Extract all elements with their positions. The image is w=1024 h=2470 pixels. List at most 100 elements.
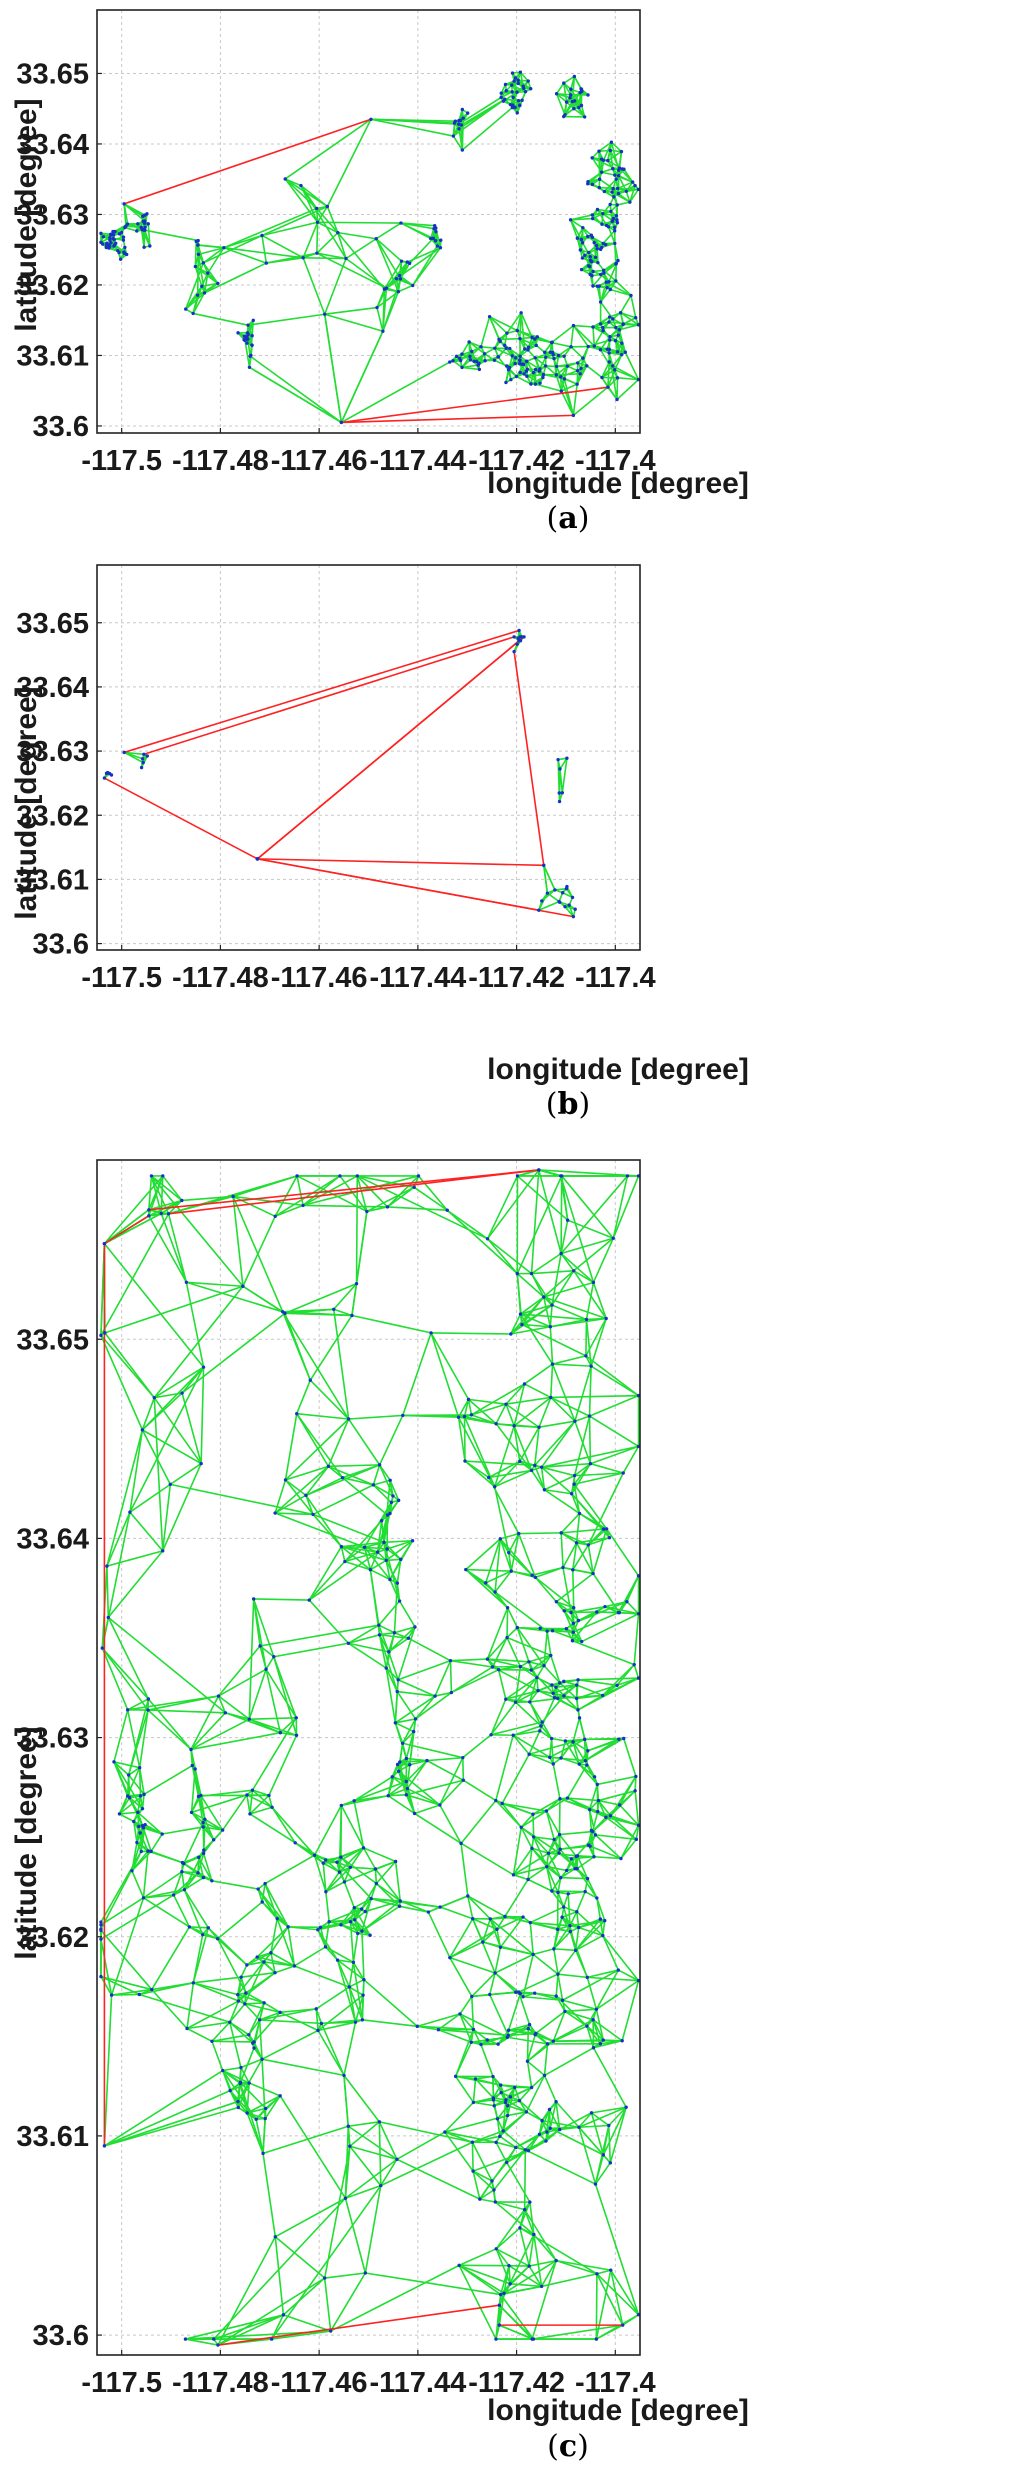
mesh-node — [584, 1354, 588, 1358]
mesh-edge — [532, 2324, 623, 2340]
mesh-edge — [300, 185, 347, 259]
mesh-edge — [261, 221, 318, 237]
mesh-edge — [462, 1734, 492, 1759]
mesh-node — [537, 908, 541, 912]
mesh-edge — [207, 247, 225, 274]
mesh-edge — [495, 2248, 510, 2267]
mesh-edge — [394, 1695, 436, 1724]
mesh-edge — [413, 1186, 448, 1211]
mesh-node — [595, 2272, 599, 2276]
mesh-node — [99, 1920, 103, 1924]
mesh-node — [602, 271, 606, 275]
mesh-edge — [604, 1605, 639, 1615]
mesh-node — [464, 1567, 468, 1572]
boundary-edges-c — [103, 1169, 623, 2346]
mesh-edge — [524, 1383, 552, 1399]
mesh-edge — [427, 1911, 451, 1959]
mesh-node — [206, 271, 210, 275]
mesh-node — [505, 2104, 510, 2108]
mesh-edge — [389, 1479, 400, 1501]
mesh-edge — [523, 2209, 557, 2262]
mesh-node — [461, 116, 465, 120]
mesh-edge — [400, 222, 434, 240]
mesh-node — [525, 367, 530, 371]
mesh-edge — [395, 1718, 416, 1724]
mesh-node — [583, 1889, 587, 1894]
mesh-node — [551, 350, 555, 355]
mesh-edge — [535, 344, 546, 353]
mesh-edge — [245, 1972, 276, 1994]
mesh-edge — [471, 2142, 474, 2172]
mesh-edge — [555, 1601, 572, 1614]
mesh-edge — [598, 141, 612, 152]
mesh-edge — [534, 1576, 557, 1603]
boundary-edge — [513, 651, 545, 866]
mesh-edge — [190, 1695, 220, 1750]
mesh-node — [196, 252, 201, 257]
mesh-node — [504, 1402, 508, 1406]
mesh-edge — [259, 1624, 379, 1647]
mesh-edge — [229, 2021, 242, 2068]
mesh-edge — [598, 1790, 636, 1802]
mesh-edge — [200, 1795, 206, 1820]
mesh-edge — [518, 2086, 533, 2102]
mesh-node — [339, 420, 344, 425]
mesh-edge — [555, 1995, 566, 2012]
mesh-node — [377, 2120, 382, 2124]
mesh-edge — [201, 282, 218, 288]
mesh-edge — [602, 2125, 610, 2156]
mesh-node — [507, 2263, 511, 2268]
mesh-node — [617, 1737, 621, 1741]
mesh-node — [604, 1815, 608, 1819]
mesh-edge — [591, 209, 599, 219]
mesh-edge — [561, 1175, 614, 1239]
mesh-edge — [294, 1965, 350, 1988]
mesh-edge — [472, 2170, 493, 2182]
mesh-edge — [312, 1513, 342, 1548]
mesh-edge — [326, 206, 339, 233]
mesh-node — [518, 1664, 523, 1669]
mesh-edge — [513, 1425, 521, 1462]
x-tick-label: -117.48 — [172, 962, 269, 994]
mesh-edge — [530, 1921, 571, 1927]
mesh-edge — [261, 2029, 319, 2060]
mesh-edge — [147, 1709, 192, 1751]
mesh-node — [634, 316, 638, 320]
mesh-node — [589, 1364, 593, 1368]
mesh-edge — [573, 324, 594, 328]
mesh-node — [616, 333, 620, 337]
mesh-edge — [162, 1826, 204, 1835]
panel-caption-a: (a) — [547, 501, 590, 536]
mesh-node — [346, 2124, 350, 2128]
mesh-edge — [240, 2067, 250, 2084]
mesh-edge — [519, 71, 529, 82]
mesh-edge — [538, 1169, 639, 1177]
mesh-node — [404, 1793, 409, 1797]
mesh-node — [518, 354, 522, 358]
mesh-edge — [529, 2202, 535, 2235]
mesh-node — [548, 2126, 552, 2130]
x-tick-label: -117.42 — [468, 962, 565, 994]
mesh-nodes-b — [102, 628, 577, 919]
mesh-edge — [519, 337, 537, 347]
mesh-edge — [211, 2040, 255, 2043]
mesh-edge — [181, 1871, 186, 1890]
mesh-edge — [498, 2304, 533, 2340]
plot-frame — [96, 9, 641, 434]
mesh-edge — [350, 1921, 363, 1932]
mesh-edge — [530, 376, 544, 385]
mesh-edge — [621, 1980, 640, 2041]
mesh-edge — [399, 1905, 429, 1913]
mesh-node — [314, 2007, 318, 2011]
mesh-edge — [538, 1169, 561, 1177]
mesh-node — [628, 200, 632, 204]
mesh-edge — [406, 1779, 464, 1796]
mesh-node — [559, 1876, 563, 1880]
mesh-node — [581, 225, 585, 230]
mesh-edge — [450, 1658, 488, 1662]
mesh-edge — [347, 1418, 381, 1466]
mesh-node — [575, 1910, 579, 1914]
mesh-edge — [594, 1834, 622, 1860]
mesh-node — [267, 1793, 271, 1798]
mesh-node — [577, 2125, 581, 2129]
